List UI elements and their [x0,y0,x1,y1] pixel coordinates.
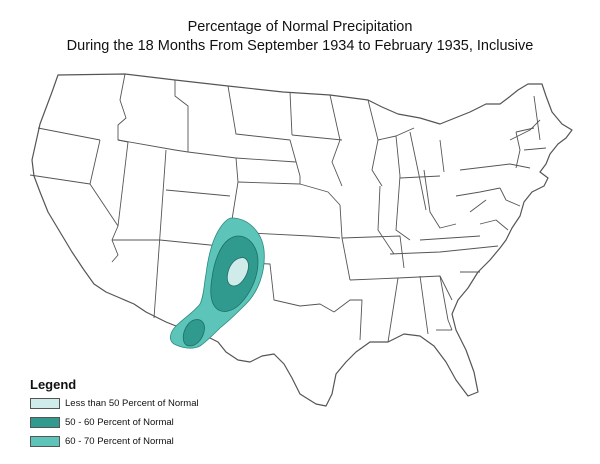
map-title: Percentage of Normal Precipitation Durin… [0,18,600,56]
zone-50-60-percent-south [182,319,205,347]
legend-label-60-70: 60 - 70 Percent of Normal [65,436,174,447]
zone-less-than-50-percent [226,257,249,287]
precipitation-contours [170,217,265,349]
legend: Legend Less than 50 Percent of Normal 50… [30,377,199,453]
title-line-2: During the 18 Months From September 1934… [66,38,534,54]
legend-item-50-60: 50 - 60 Percent of Normal [30,415,199,430]
legend-label-less-than-50: Less than 50 Percent of Normal [65,398,199,409]
legend-swatch-60-70 [30,436,60,447]
legend-item-less-than-50: Less than 50 Percent of Normal [30,396,199,411]
title-line-1: Percentage of Normal Precipitation [187,19,413,35]
legend-swatch-50-60 [30,417,60,428]
us-outline [31,73,573,407]
legend-item-60-70: 60 - 70 Percent of Normal [30,434,199,449]
legend-title: Legend [30,377,77,392]
legend-label-50-60: 50 - 60 Percent of Normal [65,417,174,428]
legend-swatch-less-than-50 [30,398,60,409]
